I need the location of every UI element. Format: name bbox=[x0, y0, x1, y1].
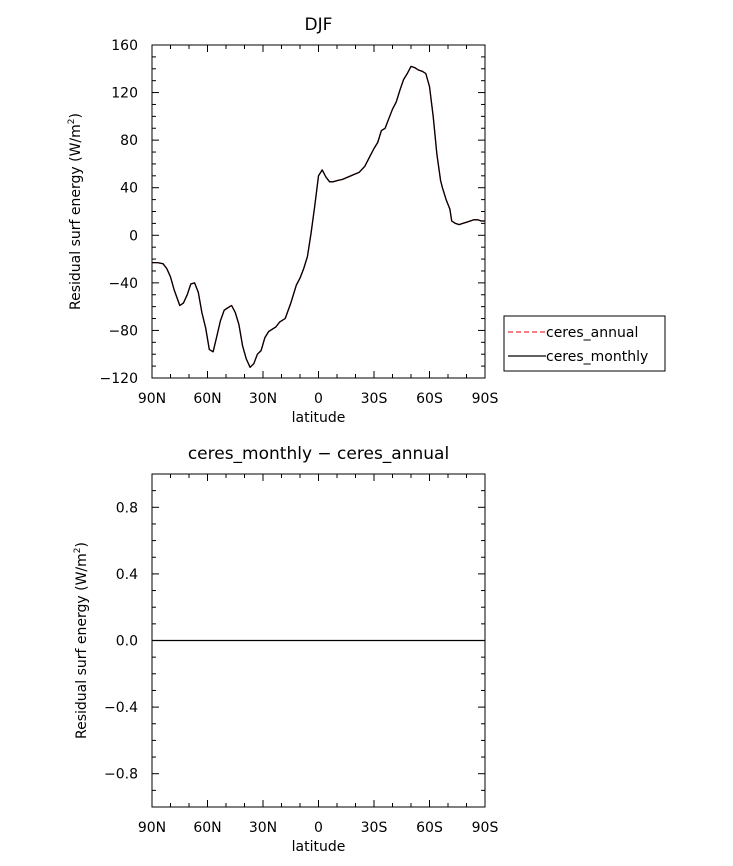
bottom-y-tick-label: 0.4 bbox=[116, 567, 138, 583]
bottom-x-tick-label: 0 bbox=[314, 820, 323, 836]
bottom-y-axis-label-close: ) bbox=[74, 542, 90, 547]
bottom-x-tick-label: 30N bbox=[249, 820, 277, 836]
top-y-tick-label: 160 bbox=[111, 38, 138, 54]
top-y-tick-label: 80 bbox=[120, 133, 138, 149]
bottom-chart: ceres_monthly − ceres_annual 90N 60N 30N 0 30… bbox=[73, 444, 498, 855]
top-y-axis-label-main: Residual surf energy (W/m bbox=[68, 124, 84, 310]
bottom-y-axis-label: Residual surf energy (W/m2) bbox=[73, 542, 90, 739]
top-series-line-ceres-annual bbox=[152, 65, 485, 368]
top-series-line-ceres-monthly bbox=[152, 65, 485, 368]
bottom-x-tick-label: 30S bbox=[361, 820, 388, 836]
top-chart: DJF 90N 60N 30N 0 30S 60S 90S −120 −80 −40 0 40 80 120… bbox=[67, 15, 666, 426]
bottom-y-axis-label-main: Residual surf energy (W/m bbox=[74, 553, 90, 739]
top-y-tick-label: −40 bbox=[108, 276, 138, 292]
top-y-axis-label: Residual surf energy (W/m2) bbox=[67, 113, 84, 310]
top-x-tick-label: 90N bbox=[138, 391, 166, 407]
top-chart-title: DJF bbox=[305, 15, 333, 35]
bottom-y-tick-label: −0.4 bbox=[104, 700, 138, 716]
top-y-axis-label-sup: 2 bbox=[67, 118, 77, 124]
top-y-tick-label: 120 bbox=[111, 86, 138, 102]
top-x-tick-label: 90S bbox=[472, 391, 499, 407]
bottom-y-tick-label: 0.8 bbox=[116, 500, 138, 516]
top-x-tick-label: 30N bbox=[249, 391, 277, 407]
top-x-axis-label: latitude bbox=[292, 410, 346, 426]
top-plot-frame bbox=[151, 44, 486, 379]
bottom-x-tick-label: 90S bbox=[472, 820, 499, 836]
top-x-tick-label: 60S bbox=[416, 391, 443, 407]
bottom-x-axis-label: latitude bbox=[292, 839, 346, 855]
bottom-x-tick-label: 60S bbox=[416, 820, 443, 836]
top-y-tick-label: −120 bbox=[100, 371, 138, 387]
top-x-tick-label: 0 bbox=[314, 391, 323, 407]
bottom-chart-title: ceres_monthly − ceres_annual bbox=[188, 444, 449, 464]
legend-label-ceres-annual: ceres_annual bbox=[546, 325, 638, 341]
bottom-y-tick-label: −0.8 bbox=[104, 767, 138, 783]
top-y-tick-label: 40 bbox=[120, 181, 138, 197]
top-x-tick-label: 60N bbox=[193, 391, 221, 407]
bottom-x-tick-label: 60N bbox=[193, 820, 221, 836]
top-y-tick-label: −80 bbox=[108, 323, 138, 339]
legend-box bbox=[503, 315, 666, 372]
top-y-tick-label: 0 bbox=[129, 228, 138, 244]
top-x-tick-label: 30S bbox=[361, 391, 388, 407]
top-y-axis-label-close: ) bbox=[68, 113, 84, 118]
bottom-y-axis-label-sup: 2 bbox=[73, 547, 83, 553]
bottom-y-tick-label: 0.0 bbox=[116, 634, 138, 650]
legend-label-ceres-monthly: ceres_monthly bbox=[546, 349, 648, 365]
bottom-x-tick-label: 90N bbox=[138, 820, 166, 836]
